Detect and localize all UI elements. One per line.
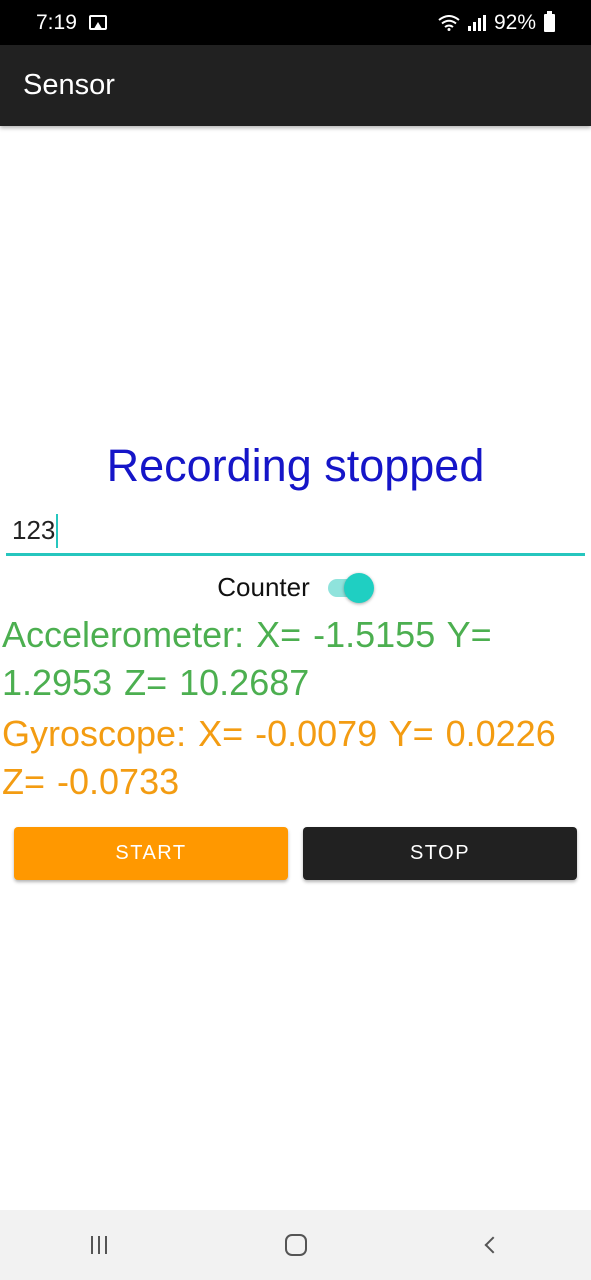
text-cursor [56,513,59,548]
status-bar: 7:19 92% [0,0,591,45]
recent-apps-button[interactable] [69,1220,129,1270]
home-button[interactable] [266,1220,326,1270]
gyroscope-readout: Gyroscope: X= -0.0079 Y= 0.0226 Z= -0.07… [2,713,556,802]
battery-icon [544,10,555,32]
stop-button[interactable]: STOP [303,827,577,880]
battery-percent: 92% [493,10,536,34]
status-right: 92% [438,10,555,35]
accelerometer-readout: Accelerometer: X= -1.5155 Y= 1.2953 Z= 1… [2,614,492,703]
counter-row: Counter [0,566,591,608]
start-button[interactable]: START [14,827,288,880]
navigation-bar [0,1210,591,1280]
signal-icon [467,14,486,31]
status-left: 7:19 [36,11,107,35]
recent-apps-icon [90,1236,107,1254]
counter-input[interactable]: 123 [6,508,585,556]
app-bar: Sensor [0,45,591,126]
recording-status: Recording stopped [106,440,485,491]
counter-switch[interactable] [326,571,374,603]
counter-input-value: 123 [12,515,56,545]
status-time: 7:19 [36,10,77,34]
counter-label: Counter [217,571,310,602]
gallery-icon [88,15,107,30]
back-icon [484,1236,501,1254]
app-title: Sensor [23,69,115,101]
wifi-icon [438,14,460,31]
switch-thumb [343,573,374,603]
back-button[interactable] [463,1220,523,1270]
home-icon [284,1234,307,1256]
